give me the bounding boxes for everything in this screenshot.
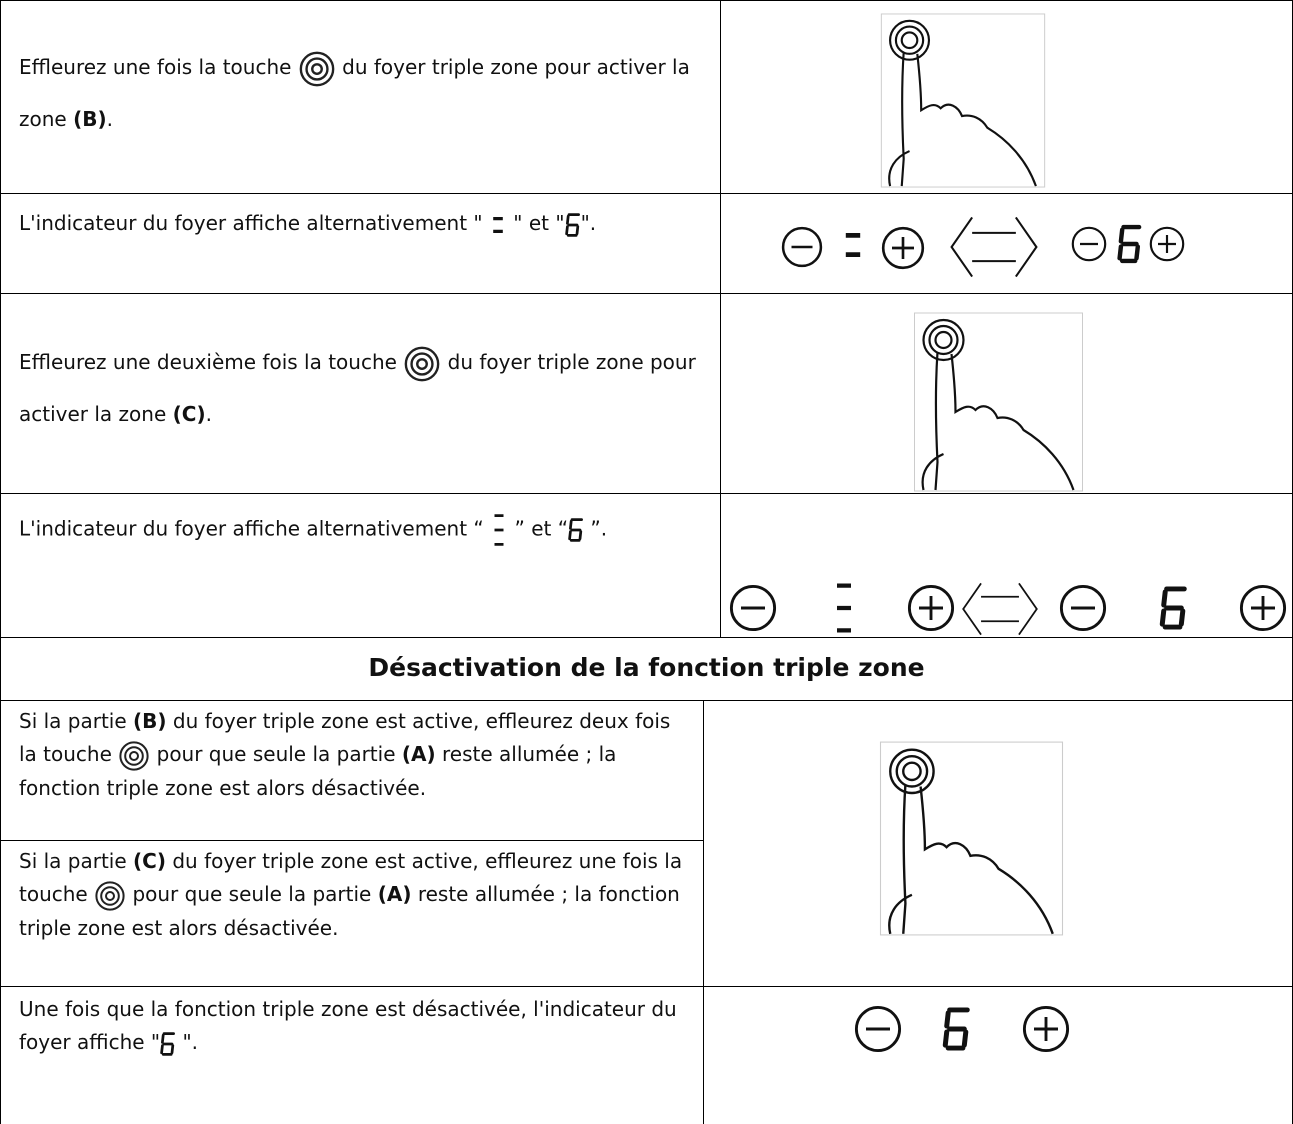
touch-icon — [94, 880, 126, 912]
text: L'indicateur du foyer affiche alternativ… — [19, 516, 491, 541]
text: . — [205, 402, 212, 426]
text: ” et “ — [508, 516, 569, 541]
image-cell — [703, 986, 1293, 1124]
row-text: Une fois que la fonction triple zone est… — [0, 986, 703, 1124]
row-text: Si la partie (B) du foyer triple zone es… — [0, 700, 703, 840]
image-cell — [720, 193, 1293, 293]
bold-text: (A) — [377, 882, 412, 906]
display-glyph — [568, 518, 584, 542]
display-image — [729, 582, 1287, 636]
text: " et " — [506, 211, 565, 235]
image-cell — [720, 293, 1293, 493]
text: du foyer triple zone est active, effleur… — [19, 849, 683, 906]
text: pour que seule la partie — [126, 882, 378, 906]
display-glyph — [565, 213, 581, 237]
text: ". — [176, 1030, 199, 1054]
text: Une fois que la fonction triple zone est… — [19, 997, 677, 1054]
section-heading: Désactivation de la fonction triple zone — [0, 637, 1293, 700]
bold-text: (A) — [401, 742, 436, 766]
display-glyph — [490, 508, 508, 552]
image-cell — [720, 0, 1293, 193]
text: pour que seule la partie — [150, 742, 402, 766]
row-text: Effleurez une fois la touche du foyer tr… — [0, 0, 720, 193]
display-image — [781, 216, 1185, 278]
row-text: Effleurez une deuxième fois la touche du… — [0, 293, 720, 493]
row-text: Si la partie (C) du foyer triple zone es… — [0, 840, 703, 986]
text: du foyer triple zone pour activer la zon… — [19, 350, 696, 426]
text: du foyer triple zone pour activer la zon… — [19, 55, 690, 131]
text: ”. — [584, 516, 608, 541]
image-cell — [703, 700, 1293, 986]
text: . — [106, 107, 113, 131]
finger-image — [866, 13, 1060, 188]
finger-image — [906, 312, 1091, 492]
bold-text: (C) — [133, 849, 166, 873]
touch-icon — [118, 740, 150, 772]
finger-image — [864, 741, 1079, 936]
display-glyph — [160, 1032, 176, 1056]
text: du foyer triple zone est active, effleur… — [19, 709, 671, 766]
row-text: L'indicateur du foyer affiche alternativ… — [0, 193, 720, 293]
display-glyph — [489, 213, 507, 237]
bold-text: (C) — [172, 402, 206, 426]
image-cell — [720, 493, 1293, 637]
touch-icon — [298, 50, 336, 88]
bold-text: (B) — [73, 107, 107, 131]
bold-text: (B) — [133, 709, 167, 733]
text: Si la partie — [19, 709, 134, 733]
text: Si la partie — [19, 849, 134, 873]
touch-icon — [403, 345, 441, 383]
display-image — [854, 1005, 1070, 1053]
text: Effleurez une deuxième fois la touche — [19, 350, 404, 374]
text: L'indicateur du foyer affiche alternativ… — [19, 211, 489, 235]
text: reste allumée ; la fonction triple zone … — [19, 882, 680, 940]
text: reste allumée ; la fonction triple zone … — [19, 742, 617, 800]
row-text: L'indicateur du foyer affiche alternativ… — [0, 493, 720, 637]
text: ". — [580, 211, 597, 235]
text: Effleurez une fois la touche — [19, 55, 298, 79]
